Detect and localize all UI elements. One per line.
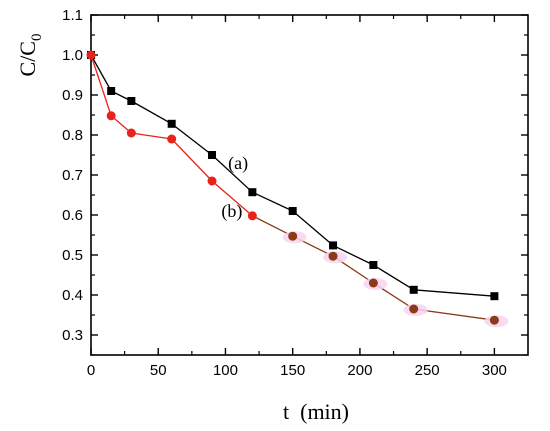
y-axis-title-subscript: 0 bbox=[29, 34, 45, 42]
series-1-point bbox=[167, 134, 177, 144]
tick-marks bbox=[90, 14, 528, 356]
y-tick-label: 0.7 bbox=[62, 167, 83, 184]
series-1-point bbox=[207, 176, 217, 186]
series-1-point bbox=[86, 50, 96, 60]
series-1-point bbox=[489, 315, 499, 325]
series-1-point bbox=[126, 128, 136, 138]
x-tick-label: 100 bbox=[213, 362, 238, 379]
series-0-segment bbox=[413, 289, 495, 297]
axes bbox=[90, 14, 529, 356]
series-0-point bbox=[369, 261, 378, 269]
series-0-segment bbox=[373, 264, 415, 291]
series-0-point bbox=[167, 119, 176, 128]
series-0-point bbox=[127, 97, 136, 105]
y-axis-title: C/C0 bbox=[15, 34, 45, 77]
tick-labels: 0 50 100 150 200 250 300 0.3 0.4 0.5 0.6 0.7 0.8 0.9 1… bbox=[62, 7, 507, 379]
series-0-segment bbox=[332, 244, 374, 266]
series-0-segment bbox=[292, 210, 334, 246]
x-tick-label: 300 bbox=[482, 362, 507, 379]
series-0-segment bbox=[131, 100, 172, 125]
series-0-point bbox=[288, 207, 297, 215]
x-tick-label: 50 bbox=[150, 362, 167, 379]
series-1-point bbox=[409, 304, 419, 314]
annotations: (a) (b) bbox=[221, 153, 248, 222]
series-1-point bbox=[328, 251, 338, 261]
series-0-segment bbox=[171, 123, 213, 156]
series-0-segment bbox=[211, 154, 253, 193]
series-0-segment bbox=[252, 191, 293, 212]
series-0-point bbox=[208, 151, 217, 159]
series-0-point bbox=[490, 292, 499, 301]
series-1-segment bbox=[171, 138, 213, 182]
series-lines bbox=[90, 54, 495, 321]
series-1-point bbox=[368, 278, 378, 288]
x-axis-title: t (min) bbox=[283, 399, 349, 424]
series-0-point bbox=[248, 188, 257, 197]
series-1-point bbox=[288, 231, 298, 241]
series-1-segment bbox=[90, 54, 112, 117]
y-tick-label: 0.5 bbox=[62, 247, 83, 264]
y-tick-label: 1.1 bbox=[62, 7, 83, 24]
y-tick-label: 1.0 bbox=[62, 47, 83, 64]
y-tick-label: 0.9 bbox=[62, 87, 83, 104]
y-tick-label: 0.4 bbox=[62, 287, 83, 304]
series-0-segment bbox=[90, 54, 112, 92]
y-tick-label: 0.8 bbox=[62, 127, 83, 144]
series-1-segment bbox=[252, 215, 293, 237]
x-tick-label: 0 bbox=[87, 362, 95, 379]
series-markers bbox=[86, 50, 509, 328]
series-1-point bbox=[247, 211, 257, 221]
axis-titles: t (min) C/C0 bbox=[15, 34, 349, 424]
y-tick-label: 0.3 bbox=[62, 327, 83, 344]
x-tick-label: 200 bbox=[347, 362, 372, 379]
x-tick-label: 150 bbox=[280, 362, 305, 379]
series-1-point bbox=[106, 111, 116, 121]
series-1-segment bbox=[131, 132, 172, 140]
series-0-point bbox=[329, 241, 338, 250]
series-0-point bbox=[409, 285, 418, 294]
x-tick-label: 250 bbox=[415, 362, 440, 379]
series-0-point bbox=[107, 87, 116, 95]
series-1-segment bbox=[211, 180, 253, 217]
y-axis-title-main: C/C bbox=[15, 41, 40, 76]
plot-frame bbox=[90, 14, 529, 356]
series-label-1: (b) bbox=[221, 201, 242, 222]
series-label-0: (a) bbox=[228, 153, 248, 174]
y-tick-label: 0.6 bbox=[62, 207, 83, 224]
